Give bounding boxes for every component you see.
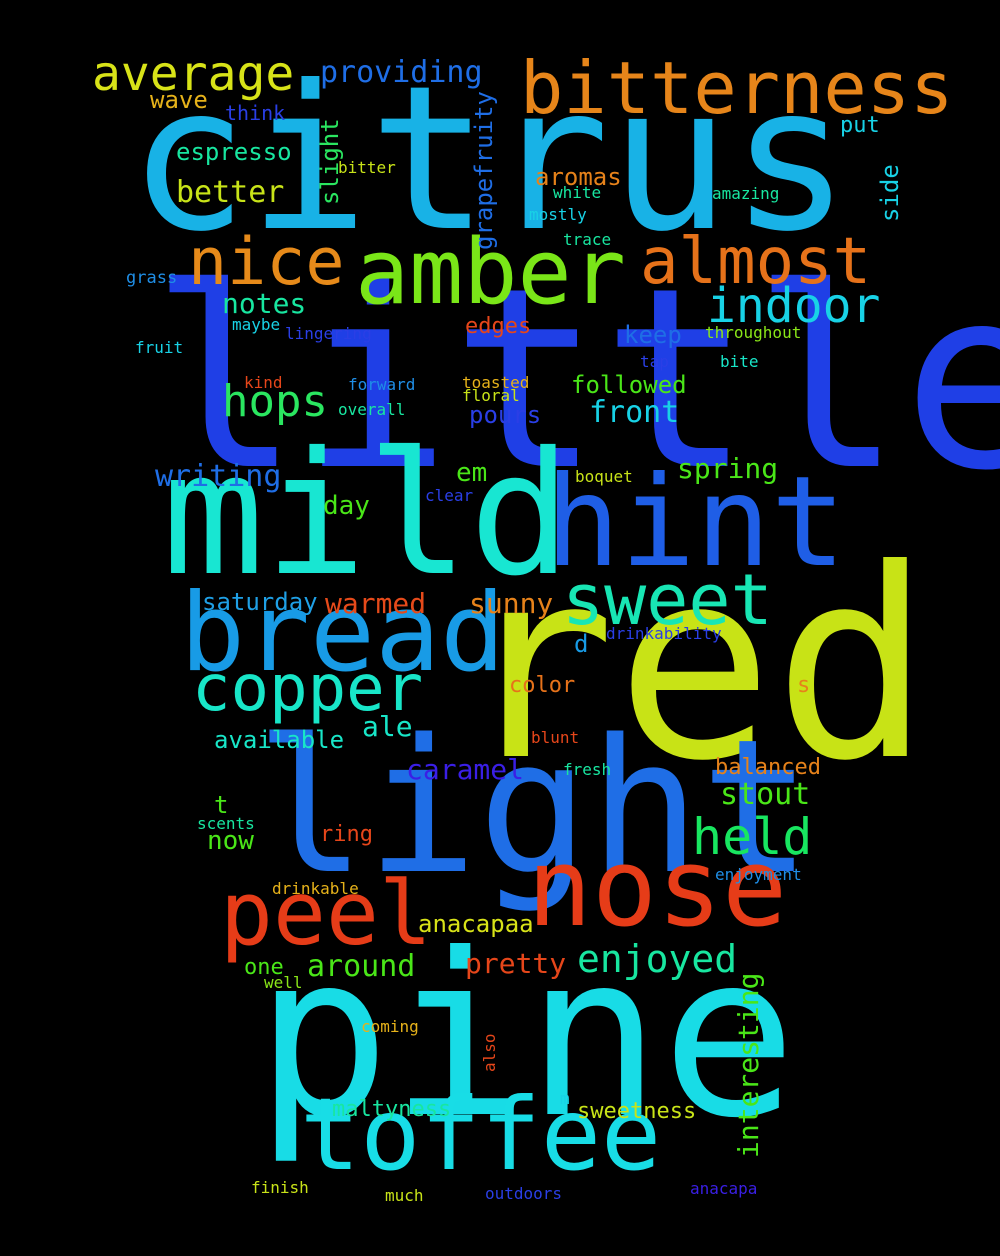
word-t: t xyxy=(214,791,229,819)
word-scents: scents xyxy=(197,814,255,833)
word-s: s xyxy=(797,673,811,698)
word-ring: ring xyxy=(320,822,373,847)
word-overall: overall xyxy=(338,400,406,419)
word-d: d xyxy=(574,630,589,658)
word-sunny: sunny xyxy=(469,587,554,620)
word-side: side xyxy=(876,164,904,222)
word-bite: bite xyxy=(720,352,759,371)
word-nice: nice xyxy=(188,225,345,300)
word-ale: ale xyxy=(362,710,413,743)
word-tap: tap xyxy=(640,352,669,371)
word-nose: nose xyxy=(527,826,788,951)
word-sweet: sweet xyxy=(562,559,773,641)
word-put: put xyxy=(840,113,880,138)
word-hops: hops xyxy=(222,376,328,427)
word-front: front xyxy=(589,395,680,430)
word-stout: stout xyxy=(720,777,811,812)
word-grass: grass xyxy=(126,268,178,288)
word-anacapaa: anacapaa xyxy=(418,910,534,938)
word-amber: amber xyxy=(355,220,626,325)
word-boquet: boquet xyxy=(575,467,633,486)
word-copper: copper xyxy=(192,652,424,726)
word-enjoyed: enjoyed xyxy=(577,937,738,981)
word-drinkable: drinkable xyxy=(272,879,359,898)
word-maybe: maybe xyxy=(232,315,281,334)
word-anacapa: anacapa xyxy=(690,1179,758,1198)
word-throughout: throughout xyxy=(705,323,802,342)
word-amazing: amazing xyxy=(712,184,780,203)
word-indoor: indoor xyxy=(707,278,881,334)
word-warmed: warmed xyxy=(325,587,427,620)
word-pretty: pretty xyxy=(465,947,567,980)
word-red: red xyxy=(458,513,932,818)
word-saturday: saturday xyxy=(202,588,318,616)
word-bread: bread xyxy=(180,571,506,696)
word-espresso: espresso xyxy=(176,138,292,166)
word-sweetness: sweetness xyxy=(577,1099,697,1124)
word-mild: mild xyxy=(162,416,572,614)
word-lingering: lingering xyxy=(285,324,372,343)
word-balanced: balanced xyxy=(715,755,821,780)
word-color: color xyxy=(509,673,576,698)
word-think: think xyxy=(225,101,286,125)
word-finish: finish xyxy=(251,1178,309,1197)
word-m: m xyxy=(560,1089,570,1108)
word-em: em xyxy=(456,458,488,488)
word-little: little xyxy=(150,234,1000,525)
word-much: much xyxy=(385,1186,424,1205)
word-well: well xyxy=(264,973,303,992)
word-notes: notes xyxy=(222,287,307,320)
word-writing: writing xyxy=(155,459,282,494)
word-better: better xyxy=(176,175,285,210)
word-clear: clear xyxy=(425,486,474,505)
word-peel: peel xyxy=(220,862,432,965)
word-available: available xyxy=(214,726,345,754)
word-toasted: toasted xyxy=(462,373,530,392)
word-almost: almost xyxy=(640,225,872,299)
word-around: around xyxy=(307,949,416,984)
word-mostly: mostly xyxy=(529,205,587,224)
word-bitterness: bitterness xyxy=(520,46,954,130)
word-held: held xyxy=(692,808,813,866)
word-forward: forward xyxy=(348,375,416,394)
word-aromas: aromas xyxy=(535,163,622,191)
word-maltyness: maltyness xyxy=(332,1097,452,1122)
word-grapefruity: grapefruity xyxy=(470,91,498,250)
word-fruit: fruit xyxy=(135,338,184,357)
word-interesting: interesting xyxy=(732,972,765,1158)
word-citrus: citrus xyxy=(128,43,851,276)
word-light: light xyxy=(255,699,812,915)
word-blunt: blunt xyxy=(531,728,580,747)
word-enjoyment: enjoyment xyxy=(715,865,802,884)
word-one: one xyxy=(244,955,284,980)
word-pine: pine xyxy=(255,906,797,1168)
word-white: white xyxy=(553,183,602,202)
word-fresh: fresh xyxy=(563,760,612,779)
word-bitter: bitter xyxy=(338,158,396,177)
word-now: now xyxy=(207,826,254,856)
word-trace: trace xyxy=(563,230,612,249)
word-coming: coming xyxy=(361,1017,419,1036)
word-kind: kind xyxy=(244,373,283,392)
word-toffee: toffee xyxy=(300,1076,662,1193)
word-followed: followed xyxy=(571,371,687,399)
word-caramel: caramel xyxy=(406,753,525,786)
word-average: average xyxy=(92,46,295,102)
word-wave: wave xyxy=(150,86,208,114)
word-floral: floral xyxy=(462,386,520,405)
word-outdoors: outdoors xyxy=(485,1184,563,1203)
word-hint: hint xyxy=(545,450,847,595)
word-drinkability: drinkability xyxy=(606,624,722,643)
word-providing: providing xyxy=(320,55,483,90)
word-edges: edges xyxy=(465,314,532,339)
word-also: also xyxy=(480,1033,499,1072)
word-spring: spring xyxy=(677,452,779,485)
word-keep: keep xyxy=(624,321,682,349)
word-day: day xyxy=(323,491,370,521)
word-pours: pours xyxy=(469,401,542,429)
